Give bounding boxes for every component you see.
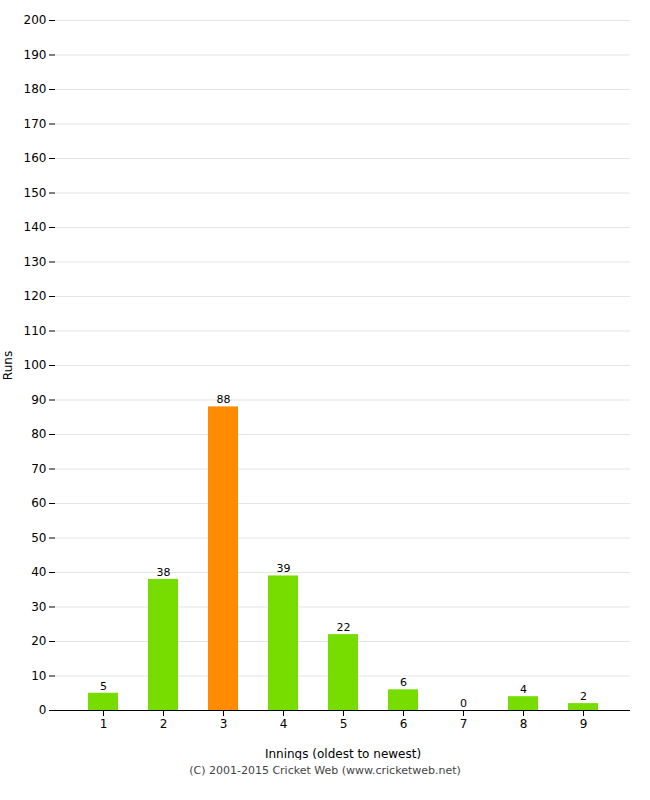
svg-text:130: 130 [24,255,47,269]
svg-text:150: 150 [24,186,47,200]
svg-text:4: 4 [280,717,288,731]
svg-text:80: 80 [31,427,46,441]
svg-text:170: 170 [24,117,47,131]
svg-text:70: 70 [31,462,46,476]
svg-text:1: 1 [100,717,108,731]
svg-text:190: 190 [24,48,47,62]
svg-text:50: 50 [31,531,46,545]
svg-text:4: 4 [520,683,527,696]
svg-text:3: 3 [220,717,228,731]
svg-text:Innings (oldest to newest): Innings (oldest to newest) [265,747,421,761]
svg-text:38: 38 [157,566,171,579]
svg-text:6: 6 [400,717,408,731]
svg-text:160: 160 [24,151,47,165]
svg-text:9: 9 [580,717,588,731]
svg-text:20: 20 [31,634,46,648]
html-text:(C) 2001-2015 Cricket Web (www: (C) 2001-2015 Cricket Web (www.cricketwe… [189,764,461,777]
svg-text:5: 5 [100,680,107,693]
svg-text:88: 88 [217,393,231,406]
svg-text:10: 10 [31,669,46,683]
svg-text:0: 0 [39,703,47,717]
svg-text:100: 100 [24,358,47,372]
svg-text:2: 2 [160,717,168,731]
svg-text:6: 6 [400,676,407,689]
svg-text:120: 120 [24,289,47,303]
svg-text:40: 40 [31,565,46,579]
svg-text:60: 60 [31,496,46,510]
svg-text:5: 5 [340,717,348,731]
svg-text:7: 7 [460,717,468,731]
svg-text:90: 90 [31,393,46,407]
svg-text:180: 180 [24,82,47,96]
svg-text:140: 140 [24,220,47,234]
svg-text:0: 0 [460,697,467,710]
svg-text:39: 39 [277,562,291,575]
svg-text:2: 2 [580,690,587,703]
svg-text:200: 200 [24,13,47,27]
svg-text:22: 22 [337,621,351,634]
svg-text:8: 8 [520,717,528,731]
svg-text:30: 30 [31,600,46,614]
svg-text:Runs: Runs [1,351,15,380]
svg-text:110: 110 [24,324,47,338]
